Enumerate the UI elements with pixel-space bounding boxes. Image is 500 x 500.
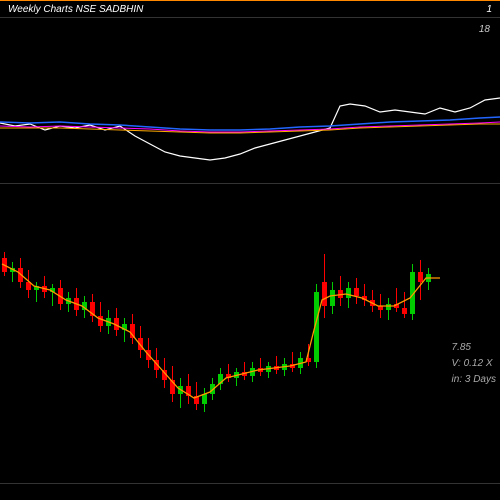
header-right: 1 bbox=[486, 4, 492, 15]
ticker-label: Weekly Charts NSE SADBHIN bbox=[8, 4, 143, 15]
panel-divider bbox=[0, 183, 500, 184]
price-panel bbox=[0, 210, 440, 470]
change-value: V: 0.12 X bbox=[452, 356, 496, 372]
candlestick-chart bbox=[0, 210, 440, 470]
footer-divider bbox=[0, 483, 500, 484]
indicator-chart bbox=[0, 18, 500, 183]
indicator-panel bbox=[0, 18, 500, 183]
price-value: 7.85 bbox=[452, 340, 496, 356]
price-info: 7.85 V: 0.12 X in: 3 Days bbox=[452, 340, 496, 388]
period-value: in: 3 Days bbox=[452, 372, 496, 388]
chart-header: Weekly Charts NSE SADBHIN 1 bbox=[0, 0, 500, 18]
